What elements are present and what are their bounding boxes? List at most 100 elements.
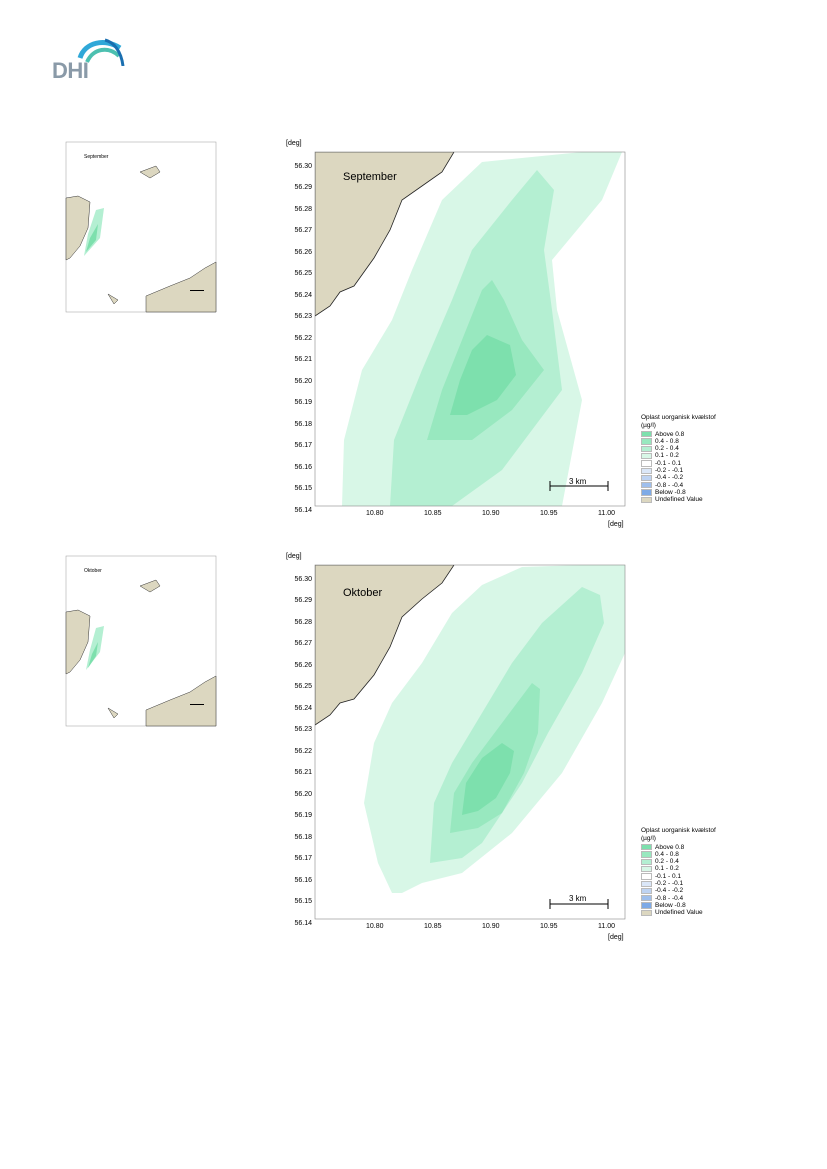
legend-label: -0.4 - -0.2 <box>655 474 684 482</box>
legend-label: -0.8 - -0.4 <box>655 481 684 489</box>
legend-label: -0.8 - -0.4 <box>655 894 684 902</box>
legend-entry: -0.4 - -0.2 <box>641 474 751 481</box>
legend-swatch <box>641 467 652 474</box>
legend-label: Below -0.8 <box>655 488 686 496</box>
y-unit-label: [deg] <box>286 553 302 560</box>
legend-entry: -0.2 - -0.1 <box>641 467 751 474</box>
main-map-september: [deg] 56.30 56.29 56.28 56.27 56.26 56.2… <box>282 140 642 540</box>
y-tick: 56.22 <box>294 748 312 755</box>
legend-swatch <box>641 452 652 460</box>
y-tick: 56.24 <box>294 292 312 299</box>
legend-swatch <box>641 445 652 452</box>
y-tick: 56.15 <box>294 485 312 492</box>
logo-text: DHI <box>52 58 89 83</box>
legend-label: Above 0.8 <box>655 843 685 851</box>
wave-logo-icon <box>77 38 125 66</box>
y-tick: 56.16 <box>294 464 312 471</box>
y-tick-labels: 56.30 56.29 56.28 56.27 56.26 56.25 56.2… <box>282 152 314 514</box>
legend-unit: (µg/l) <box>641 835 656 843</box>
legend-entry: -0.2 - -0.1 <box>641 880 751 887</box>
x-tick-labels: 10.80 10.85 10.90 10.95 11.00 <box>282 923 642 935</box>
y-tick: 56.18 <box>294 421 312 428</box>
thumb-month-label: September <box>84 154 109 160</box>
legend-swatch <box>641 851 652 858</box>
y-tick: 56.18 <box>294 834 312 841</box>
legend-entry: 0.4 - 0.8 <box>641 851 751 858</box>
legend-label: Undefined Value <box>655 909 703 917</box>
y-tick: 56.22 <box>294 335 312 342</box>
legend-entry: Above 0.8 <box>641 844 751 851</box>
y-tick: 56.21 <box>294 769 312 776</box>
x-tick: 10.95 <box>540 923 558 930</box>
legend-entry: 0.4 - 0.8 <box>641 438 751 445</box>
x-tick: 10.80 <box>366 923 384 930</box>
y-tick: 56.14 <box>294 507 312 514</box>
contour-map-oktober <box>314 564 626 920</box>
legend-swatch <box>641 844 652 851</box>
y-tick: 56.16 <box>294 877 312 884</box>
y-unit-label: [deg] <box>286 140 302 147</box>
y-tick: 56.20 <box>294 791 312 798</box>
x-tick: 11.00 <box>598 923 615 930</box>
x-tick: 10.95 <box>540 510 558 517</box>
y-tick: 56.30 <box>294 163 312 170</box>
x-tick: 10.90 <box>482 510 500 517</box>
y-tick: 56.29 <box>294 597 312 604</box>
legend-label: 0.1 - 0.2 <box>655 865 679 873</box>
y-tick: 56.24 <box>294 705 312 712</box>
legend-swatch <box>641 873 652 880</box>
legend-entry: -0.8 - -0.4 <box>641 895 751 902</box>
legend-swatch <box>641 489 652 496</box>
main-map-oktober: [deg] 56.30 56.29 56.28 56.27 56.26 56.2… <box>282 553 642 953</box>
scale-bar-label: 3 km <box>569 477 587 486</box>
legend-entry: -0.8 - -0.4 <box>641 482 751 489</box>
x-tick: 10.80 <box>366 510 384 517</box>
y-tick: 56.23 <box>294 726 312 733</box>
y-tick: 56.17 <box>294 855 312 862</box>
y-tick: 56.20 <box>294 378 312 385</box>
legend-swatch <box>641 438 652 445</box>
legend-title: Oplast uorganisk kvælstof <box>641 827 716 834</box>
legend-entry: Below -0.8 <box>641 489 751 496</box>
legend-swatch <box>641 880 652 887</box>
y-tick: 56.19 <box>294 812 312 819</box>
thumbnail-map-oktober: Oktober <box>60 552 220 742</box>
y-tick: 56.29 <box>294 184 312 191</box>
legend-entry: Above 0.8 <box>641 431 751 438</box>
legend-label: 0.2 - 0.4 <box>655 445 679 453</box>
x-tick-labels: 10.80 10.85 10.90 10.95 11.00 <box>282 510 642 522</box>
legend-label: -0.2 - -0.1 <box>655 467 684 475</box>
legend-entry: 0.2 - 0.4 <box>641 858 751 865</box>
legend-entry: -0.4 - -0.2 <box>641 887 751 894</box>
legend-unit: (µg/l) <box>641 422 656 430</box>
x-tick: 10.90 <box>482 923 500 930</box>
legend-label: Above 0.8 <box>655 430 685 438</box>
legend-september: Oplast uorganisk kvælstof (µg/l) Above 0… <box>641 414 751 504</box>
y-tick: 56.28 <box>294 206 312 213</box>
thumbnail-map-september: September <box>60 138 220 328</box>
legend-entry: 0.1 - 0.2 <box>641 865 751 872</box>
x-unit-label: [deg] <box>608 934 624 941</box>
legend-title: Oplast uorganisk kvælstof <box>641 414 716 421</box>
x-tick: 10.85 <box>424 923 442 930</box>
legend-swatch <box>641 460 652 467</box>
y-tick: 56.23 <box>294 313 312 320</box>
legend-label: 0.4 - 0.8 <box>655 437 679 445</box>
y-tick: 56.14 <box>294 920 312 927</box>
legend-entry: -0.1 - 0.1 <box>641 460 751 467</box>
x-unit-label: [deg] <box>608 521 624 528</box>
legend-swatch <box>641 482 652 489</box>
scale-bar <box>549 899 609 909</box>
legend-swatch <box>641 431 652 438</box>
y-tick: 56.25 <box>294 683 312 690</box>
dhi-logo: DHI <box>50 36 130 84</box>
y-tick: 56.26 <box>294 662 312 669</box>
legend-swatch <box>641 895 652 902</box>
x-tick: 10.85 <box>424 510 442 517</box>
legend-label: -0.4 - -0.2 <box>655 887 684 895</box>
y-tick: 56.19 <box>294 399 312 406</box>
legend-swatch <box>641 887 652 895</box>
legend-entry: Below -0.8 <box>641 902 751 909</box>
legend-swatch <box>641 474 652 482</box>
thumb-month-label: Oktober <box>84 568 102 574</box>
